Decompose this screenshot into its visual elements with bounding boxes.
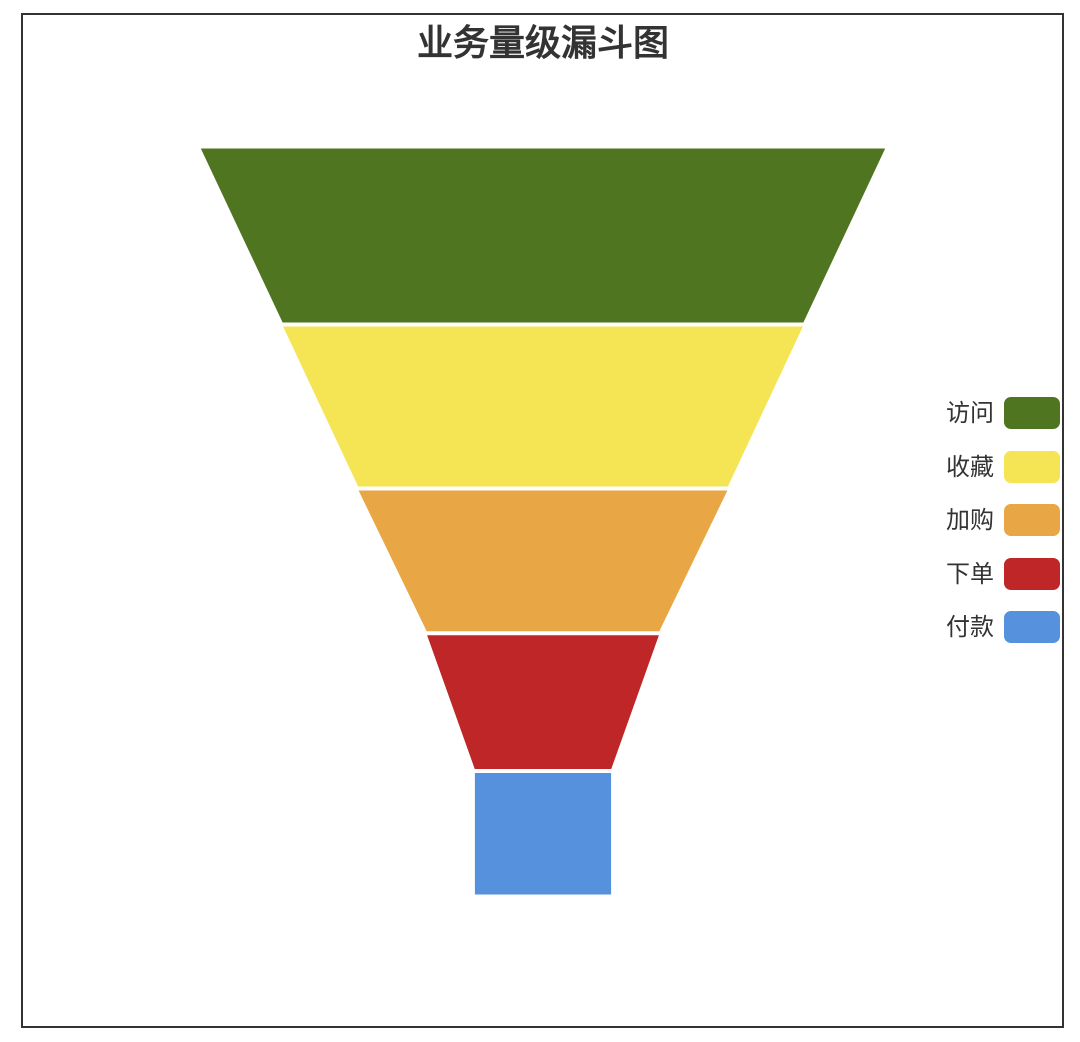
legend-label: 下单 — [946, 559, 994, 588]
legend-item-2[interactable]: 收藏 — [930, 450, 1060, 484]
legend-swatch — [1004, 611, 1060, 643]
legend-item-5[interactable]: 付款 — [930, 610, 1060, 644]
legend-label: 访问 — [946, 399, 994, 427]
legend-label: 加购 — [946, 506, 994, 534]
legend: 访问收藏加购下单付款 — [930, 396, 1060, 664]
legend-swatch — [1004, 504, 1060, 536]
funnel-segment-4 — [425, 634, 661, 770]
funnel-segment-3 — [357, 489, 729, 633]
legend-item-3[interactable]: 加购 — [930, 503, 1060, 537]
legend-item-4[interactable]: 下单 — [930, 557, 1060, 591]
legend-swatch — [1004, 557, 1060, 590]
legend-swatch — [1004, 397, 1060, 429]
funnel-segment-1 — [199, 147, 887, 324]
funnel-segment-2 — [281, 325, 805, 488]
chart-title: 业务量级漏斗图 — [416, 23, 669, 64]
funnel-segment-5 — [473, 772, 613, 896]
legend-label: 收藏 — [946, 452, 994, 481]
legend-label: 付款 — [946, 613, 994, 641]
legend-swatch — [1004, 450, 1060, 483]
legend-item-1[interactable]: 访问 — [930, 396, 1060, 430]
